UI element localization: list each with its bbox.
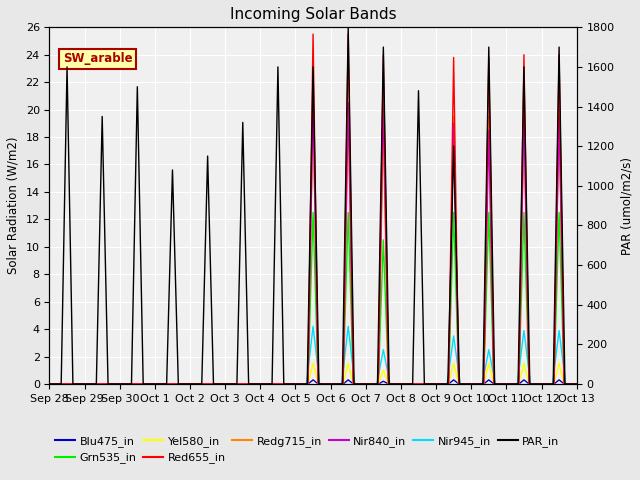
- Nir945_in: [45, 381, 53, 387]
- Blu475_in: [109, 381, 116, 387]
- Line: Redg715_in: Redg715_in: [49, 109, 577, 384]
- Nir840_in: [573, 381, 580, 387]
- Nir945_in: [410, 381, 418, 387]
- Red655_in: [108, 381, 116, 387]
- PAR_in: [453, 268, 461, 274]
- PAR_in: [79, 381, 86, 387]
- Yel580_in: [453, 373, 461, 379]
- Red655_in: [109, 381, 116, 387]
- Redg715_in: [309, 107, 317, 112]
- Red655_in: [410, 381, 418, 387]
- Line: Blu475_in: Blu475_in: [49, 380, 577, 384]
- Legend: Blu475_in, Grn535_in, Yel580_in, Red655_in, Redg715_in, Nir840_in, Nir945_in, PA: Blu475_in, Grn535_in, Yel580_in, Red655_…: [55, 436, 559, 463]
- Nir840_in: [109, 381, 116, 387]
- Blu475_in: [45, 381, 53, 387]
- PAR_in: [45, 381, 53, 387]
- Title: Incoming Solar Bands: Incoming Solar Bands: [230, 7, 396, 22]
- Y-axis label: Solar Radiation (W/m2): Solar Radiation (W/m2): [7, 137, 20, 275]
- Blu475_in: [573, 381, 580, 387]
- Nir945_in: [309, 324, 317, 329]
- Nir840_in: [410, 381, 418, 387]
- Line: Nir840_in: Nir840_in: [49, 103, 577, 384]
- Nir945_in: [109, 381, 116, 387]
- Yel580_in: [45, 381, 53, 387]
- Nir945_in: [573, 381, 580, 387]
- Grn535_in: [573, 381, 580, 387]
- Nir840_in: [108, 381, 116, 387]
- Yel580_in: [309, 360, 317, 366]
- Redg715_in: [573, 381, 580, 387]
- Blu475_in: [209, 381, 217, 387]
- Line: Yel580_in: Yel580_in: [49, 363, 577, 384]
- Nir945_in: [453, 356, 461, 361]
- Redg715_in: [410, 381, 418, 387]
- Grn535_in: [45, 381, 53, 387]
- Red655_in: [45, 381, 53, 387]
- Red655_in: [79, 381, 86, 387]
- Red655_in: [573, 381, 580, 387]
- Text: SW_arable: SW_arable: [63, 52, 132, 65]
- Yel580_in: [573, 381, 580, 387]
- PAR_in: [344, 24, 352, 30]
- Redg715_in: [45, 381, 53, 387]
- PAR_in: [108, 381, 116, 387]
- Nir840_in: [209, 381, 217, 387]
- PAR_in: [573, 381, 580, 387]
- Yel580_in: [209, 381, 217, 387]
- Nir840_in: [45, 381, 53, 387]
- Grn535_in: [410, 381, 418, 387]
- Grn535_in: [309, 210, 317, 216]
- Line: Grn535_in: Grn535_in: [49, 213, 577, 384]
- Nir840_in: [79, 381, 86, 387]
- Red655_in: [209, 381, 217, 387]
- Redg715_in: [109, 381, 116, 387]
- Redg715_in: [209, 381, 217, 387]
- Nir840_in: [453, 277, 461, 283]
- PAR_in: [410, 323, 418, 328]
- PAR_in: [109, 381, 116, 387]
- Line: PAR_in: PAR_in: [49, 27, 577, 384]
- Yel580_in: [79, 381, 86, 387]
- Blu475_in: [108, 381, 116, 387]
- Blu475_in: [453, 380, 461, 385]
- Y-axis label: PAR (umol/m2/s): PAR (umol/m2/s): [620, 156, 633, 254]
- Yel580_in: [410, 381, 418, 387]
- Grn535_in: [109, 381, 116, 387]
- Grn535_in: [108, 381, 116, 387]
- Blu475_in: [309, 377, 317, 383]
- Blu475_in: [79, 381, 86, 387]
- Line: Red655_in: Red655_in: [49, 34, 577, 384]
- Nir945_in: [108, 381, 116, 387]
- Nir945_in: [209, 381, 217, 387]
- Nir840_in: [309, 100, 317, 106]
- Nir945_in: [79, 381, 86, 387]
- Grn535_in: [209, 381, 217, 387]
- Redg715_in: [108, 381, 116, 387]
- Grn535_in: [453, 312, 461, 318]
- PAR_in: [209, 375, 217, 381]
- Redg715_in: [79, 381, 86, 387]
- Redg715_in: [453, 274, 461, 280]
- Red655_in: [453, 251, 461, 256]
- Line: Nir945_in: Nir945_in: [49, 326, 577, 384]
- Blu475_in: [410, 381, 418, 387]
- Yel580_in: [108, 381, 116, 387]
- Grn535_in: [79, 381, 86, 387]
- Yel580_in: [109, 381, 116, 387]
- Red655_in: [309, 31, 317, 37]
